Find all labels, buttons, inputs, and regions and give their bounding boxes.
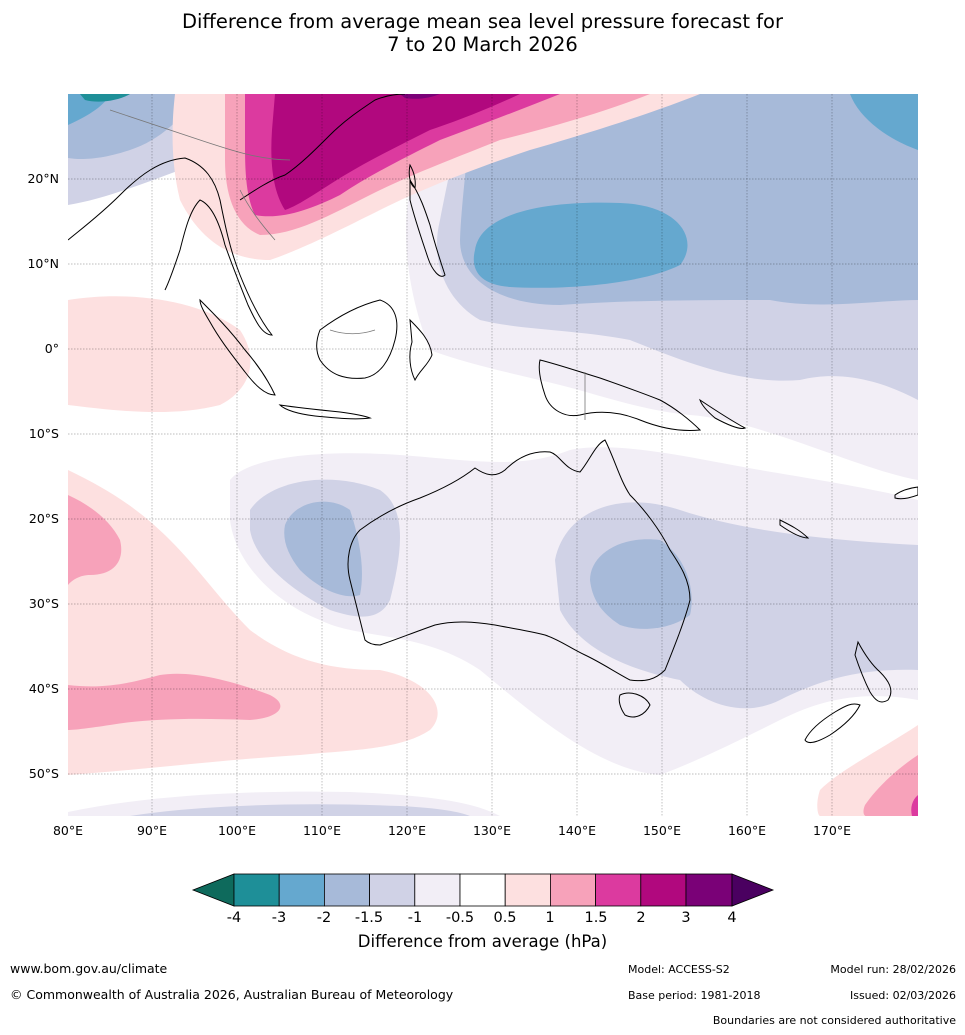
colorbar-tick: -3: [272, 910, 286, 926]
colorbar-extend-high: [731, 873, 775, 907]
colorbar-tick: 0.5: [493, 910, 516, 926]
colorbar-title: Difference from average (hPa): [357, 932, 608, 951]
boundary-line-north: [109, 109, 291, 161]
colorbar-swatch-p05-p1: [504, 873, 551, 907]
colorbar-swatch-m3-m2: [278, 873, 325, 907]
anomaly-region-m3-northeast: [850, 94, 918, 150]
colorbar-tick: -2: [317, 910, 331, 926]
colorbar: [191, 873, 775, 907]
coastline-asia-mainland: [68, 94, 406, 336]
lat-label-10s: 10°S: [29, 426, 59, 441]
colorbar-swatch-p2-p3: [640, 873, 687, 907]
colorbar-tick: 1: [545, 910, 554, 926]
colorbar-tick: -4: [227, 910, 241, 926]
lon-label-140e: 140°E: [558, 823, 596, 838]
colorbar-tick: -1.5: [355, 910, 383, 926]
colorbar-swatch-m15-m1: [369, 873, 416, 907]
lon-label-120e: 120°E: [388, 823, 426, 838]
coastline-philippines: [409, 178, 446, 277]
boundary-line-indochina: [239, 189, 276, 241]
coastline-new-zealand-south: [804, 703, 861, 743]
anomaly-region-m2-east: [590, 539, 692, 629]
colorbar-tick: 2: [636, 910, 645, 926]
colorbar-extend-low: [191, 873, 235, 907]
anomaly-region-p1-indian-west: [68, 495, 122, 585]
longitude-labels: 80°E 90°E 100°E 110°E 120°E 130°E 140°E …: [53, 823, 851, 838]
lat-label-40s: 40°S: [29, 681, 59, 696]
anomaly-field: [68, 94, 918, 816]
colorbar-tick: 3: [681, 910, 690, 926]
coastline-sumatra: [199, 298, 276, 396]
disclaimer-text: Boundaries are not considered authoritat…: [712, 1014, 956, 1027]
colorbar-swatch-neutral: [459, 873, 506, 907]
lat-label-30s: 30°S: [29, 596, 59, 611]
coastline-new-guinea: [538, 359, 702, 431]
colorbar-swatch-m1-m05: [414, 873, 461, 907]
title-line-2: 7 to 20 March 2026: [387, 33, 578, 56]
colorbar-swatch-p15-p2: [595, 873, 642, 907]
lon-label-110e: 110°E: [303, 823, 341, 838]
anomaly-region-p3-seasia: [400, 94, 440, 99]
lat-label-0: 0°: [45, 341, 59, 356]
lon-label-170e: 170°E: [813, 823, 851, 838]
anomaly-region-p1-indian-south: [68, 673, 281, 730]
colorbar-tick: -1: [408, 910, 422, 926]
lon-label-90e: 90°E: [137, 823, 167, 838]
colorbar-swatch-p3-p4: [685, 873, 733, 907]
coastline-new-caledonia: [779, 519, 810, 539]
colorbar-swatch-m2-m15: [323, 873, 370, 907]
base-period-text: Base period: 1981-2018: [628, 989, 761, 1002]
chart-title: Difference from average mean sea level p…: [0, 10, 965, 56]
coastline-australia: [347, 439, 691, 682]
lon-label-80e: 80°E: [53, 823, 83, 838]
anomaly-region-m3-nw: [68, 94, 110, 125]
anomaly-region-m4-nw: [80, 94, 130, 102]
gridlines: [68, 94, 918, 816]
issued-text: Issued: 02/03/2026: [849, 989, 956, 1002]
anomaly-region-p1-southeast: [863, 755, 918, 816]
colorbar-swatch-p1-p15: [550, 873, 597, 907]
coastlines: [68, 94, 918, 743]
anomaly-region-p05-indian-equatorial: [68, 296, 251, 413]
colorbar-swatch-m4-m3: [233, 873, 280, 907]
colorbar-tick: 1.5: [584, 910, 607, 926]
anomaly-region-p2-seasia: [271, 94, 520, 210]
copyright-text: © Commonwealth of Australia 2026, Austra…: [10, 987, 454, 1002]
coastline-borneo: [316, 299, 398, 379]
lat-label-10n: 10°N: [27, 256, 59, 271]
lon-label-100e: 100°E: [218, 823, 256, 838]
anomaly-region-m2-west: [284, 501, 362, 597]
lat-label-20n: 20°N: [27, 171, 59, 186]
boundary-line-borneo: [329, 329, 376, 335]
model-text: Model: ACCESS-S2: [628, 963, 730, 976]
title-line-1: Difference from average mean sea level p…: [182, 10, 783, 33]
coastline-sulawesi: [409, 318, 433, 382]
lat-label-20s: 20°S: [29, 511, 59, 526]
coastline-taiwan: [408, 163, 416, 189]
coastline-new-zealand-north: [854, 640, 892, 703]
coastline-java: [278, 404, 372, 420]
anomaly-region-m3-pacific: [473, 202, 688, 288]
website-link[interactable]: www.bom.gov.au/climate: [10, 961, 168, 976]
country-boundaries: [109, 109, 586, 420]
lon-label-150e: 150°E: [643, 823, 681, 838]
colorbar-ticks: -4 -3 -2 -1.5 -1 -0.5 0.5 1 1.5 2 3 4: [227, 910, 737, 926]
lat-label-50s: 50°S: [29, 766, 59, 781]
anomaly-region-p15-southeast: [911, 795, 918, 816]
coastline-tasmania: [618, 692, 651, 718]
lon-label-160e: 160°E: [728, 823, 766, 838]
lon-label-130e: 130°E: [473, 823, 511, 838]
anomaly-region-m2-nw: [68, 94, 200, 160]
colorbar-tick: -0.5: [446, 910, 474, 926]
model-run-text: Model run: 28/02/2026: [830, 963, 956, 976]
coastline-fiji: [894, 486, 918, 500]
coastline-solomon-islands: [699, 398, 747, 429]
anomaly-region-m15-south: [130, 804, 470, 816]
colorbar-tick: 4: [727, 910, 736, 926]
latitude-labels: 20°N 10°N 0° 10°S 20°S 30°S 40°S 50°S: [27, 171, 59, 781]
